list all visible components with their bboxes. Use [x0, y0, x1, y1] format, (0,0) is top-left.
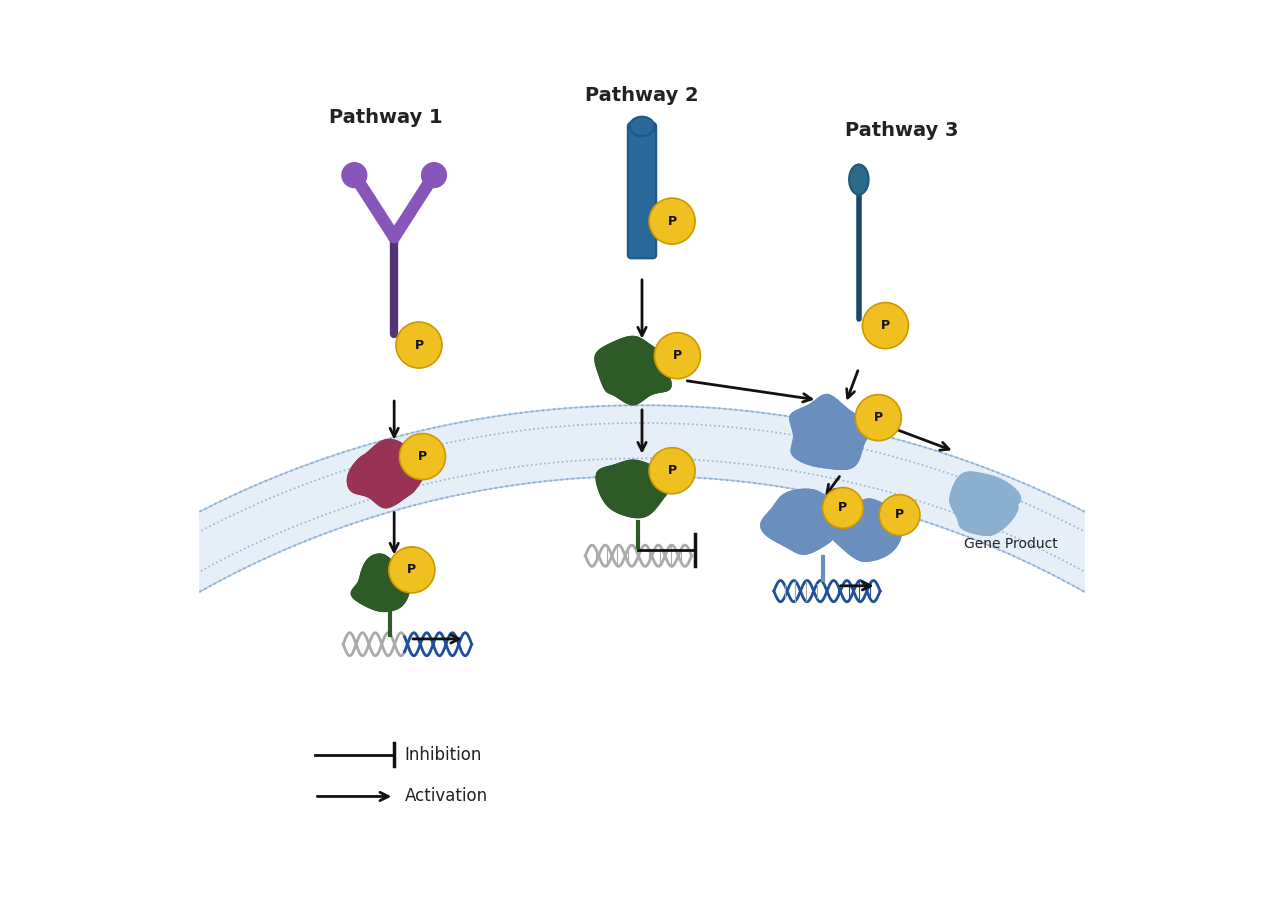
Text: P: P [874, 411, 883, 424]
Polygon shape [596, 460, 672, 518]
Ellipse shape [629, 117, 655, 136]
Circle shape [655, 333, 700, 378]
Text: P: P [668, 215, 677, 227]
Circle shape [855, 395, 901, 441]
Text: P: P [417, 450, 428, 463]
Text: Pathway 3: Pathway 3 [845, 121, 958, 140]
Circle shape [863, 303, 908, 349]
Polygon shape [594, 336, 672, 405]
Text: P: P [881, 319, 890, 332]
Circle shape [342, 163, 367, 188]
Polygon shape [761, 489, 841, 554]
Text: Pathway 1: Pathway 1 [329, 108, 442, 127]
Text: P: P [895, 509, 904, 521]
Polygon shape [352, 554, 413, 611]
Polygon shape [950, 472, 1021, 535]
Circle shape [399, 433, 446, 479]
Text: P: P [838, 502, 847, 514]
Polygon shape [348, 440, 425, 508]
FancyBboxPatch shape [628, 123, 656, 258]
Text: P: P [415, 339, 424, 352]
Polygon shape [0, 405, 1284, 899]
Text: Activation: Activation [404, 788, 488, 806]
Circle shape [650, 448, 695, 494]
Text: P: P [407, 564, 416, 576]
Circle shape [395, 322, 442, 368]
Circle shape [823, 487, 863, 529]
Circle shape [389, 547, 435, 592]
Text: P: P [668, 464, 677, 477]
Polygon shape [790, 395, 874, 469]
Text: Inhibition: Inhibition [404, 746, 483, 764]
Text: Gene Product: Gene Product [964, 538, 1058, 551]
Circle shape [650, 198, 695, 245]
Text: Pathway 2: Pathway 2 [586, 86, 698, 105]
Circle shape [880, 494, 919, 536]
Polygon shape [827, 499, 903, 561]
Text: P: P [673, 349, 682, 362]
Circle shape [421, 163, 447, 188]
Ellipse shape [849, 165, 868, 194]
